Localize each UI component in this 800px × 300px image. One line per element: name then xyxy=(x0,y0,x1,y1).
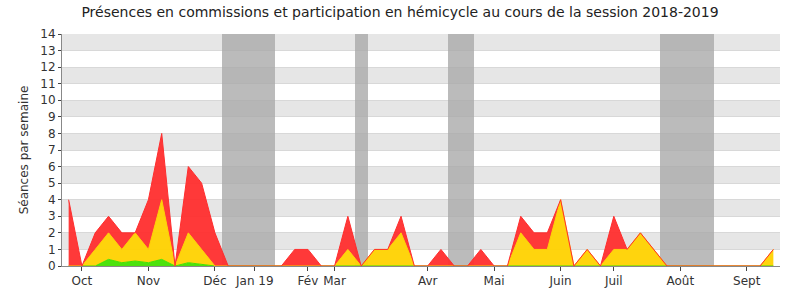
svg-text:Jan 19: Jan 19 xyxy=(235,274,274,288)
svg-text:0: 0 xyxy=(48,259,56,273)
svg-text:14: 14 xyxy=(40,27,55,41)
svg-text:13: 13 xyxy=(40,44,55,58)
svg-text:10: 10 xyxy=(40,93,55,107)
svg-text:4: 4 xyxy=(48,193,56,207)
svg-text:12: 12 xyxy=(40,60,55,74)
svg-text:Présences en commissions et pa: Présences en commissions et participatio… xyxy=(81,4,718,20)
svg-text:8: 8 xyxy=(48,127,56,141)
svg-text:Mar: Mar xyxy=(323,274,346,288)
svg-text:Juil: Juil xyxy=(604,274,623,288)
svg-text:3: 3 xyxy=(48,209,56,223)
svg-text:Sept: Sept xyxy=(733,274,761,288)
svg-text:Avr: Avr xyxy=(418,274,438,288)
svg-text:11: 11 xyxy=(40,77,55,91)
svg-text:6: 6 xyxy=(48,160,56,174)
svg-text:5: 5 xyxy=(48,176,56,190)
svg-text:7: 7 xyxy=(48,143,56,157)
svg-text:Mai: Mai xyxy=(484,274,505,288)
svg-text:Oct: Oct xyxy=(72,274,93,288)
svg-text:1: 1 xyxy=(48,243,56,257)
svg-text:Août: Août xyxy=(666,274,694,288)
svg-text:Séances par semaine: Séances par semaine xyxy=(17,86,31,215)
svg-text:9: 9 xyxy=(48,110,56,124)
svg-text:Fév: Fév xyxy=(298,274,319,288)
svg-text:Juin: Juin xyxy=(549,274,572,288)
svg-text:Nov: Nov xyxy=(137,274,160,288)
svg-text:2: 2 xyxy=(48,226,56,240)
svg-text:Déc: Déc xyxy=(203,274,226,288)
